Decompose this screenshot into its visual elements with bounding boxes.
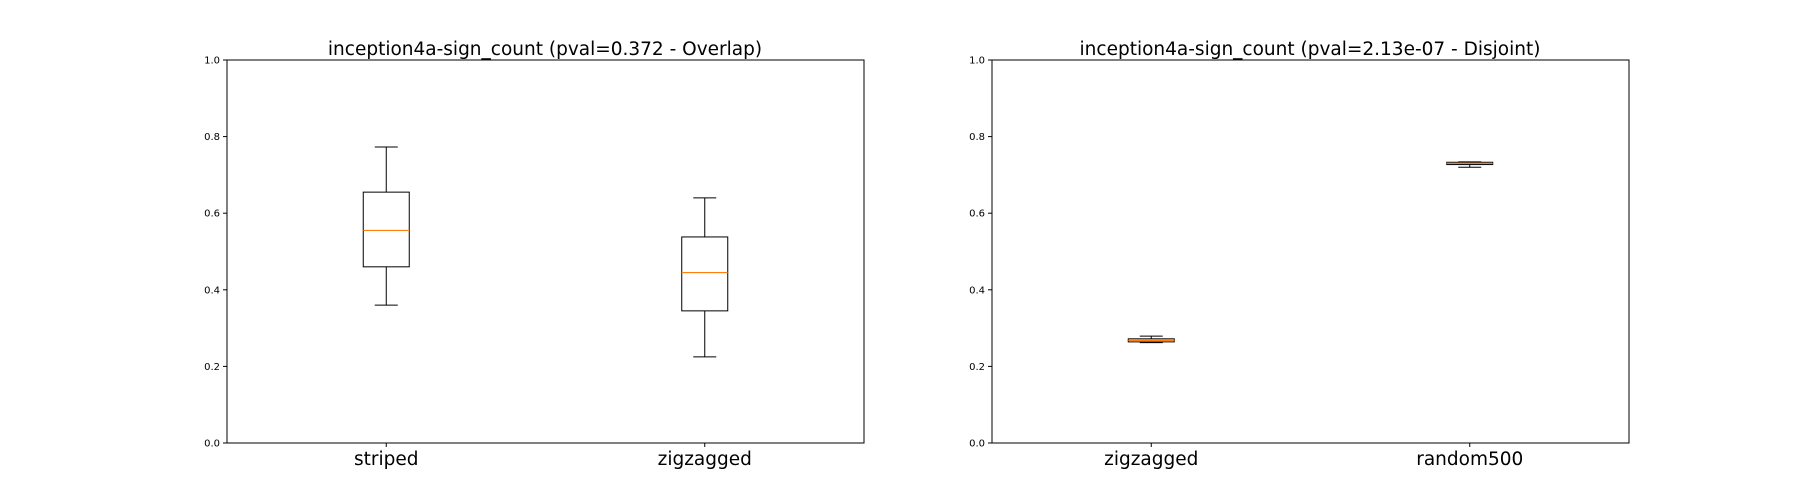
left-boxplot-panel: inception4a-sign_count (pval=0.372 - Ove… xyxy=(204,39,865,470)
left-ytick-label: 0.6 xyxy=(204,209,220,220)
left-ytick-label: 0.0 xyxy=(204,439,220,450)
right-box-zigzagged xyxy=(1127,335,1175,344)
left-xtick-label-striped: striped xyxy=(354,449,419,470)
right-ytick-label: 0.6 xyxy=(969,209,985,220)
left-box-zigzagged xyxy=(681,197,729,358)
iqr-box xyxy=(362,191,410,268)
left-ytick-label: 0.2 xyxy=(204,362,220,373)
right-ytick-label: 0.2 xyxy=(969,362,985,373)
left-chart-title: inception4a-sign_count (pval=0.372 - Ove… xyxy=(328,39,762,60)
left-xtick-label-zigzagged: zigzagged xyxy=(658,449,752,470)
right-ytick-label: 0.0 xyxy=(969,439,985,450)
left-ytick-label: 1.0 xyxy=(204,56,220,67)
right-axes-frame xyxy=(991,59,1630,444)
left-ytick-label: 0.8 xyxy=(204,132,220,143)
right-xtick-label-random500: random500 xyxy=(1416,449,1523,470)
right-ytick-label: 1.0 xyxy=(969,56,985,67)
left-axes-frame xyxy=(226,59,865,444)
right-ytick-label: 0.4 xyxy=(969,285,985,296)
left-ytick-label: 0.4 xyxy=(204,285,220,296)
iqr-box xyxy=(681,236,729,312)
right-boxplot-panel: inception4a-sign_count (pval=2.13e-07 - … xyxy=(969,39,1630,470)
right-xtick-label-zigzagged: zigzagged xyxy=(1104,449,1198,470)
right-chart-title: inception4a-sign_count (pval=2.13e-07 - … xyxy=(1080,39,1541,60)
right-ytick-label: 0.8 xyxy=(969,132,985,143)
left-box-striped xyxy=(362,146,410,306)
right-box-random500 xyxy=(1446,161,1494,168)
